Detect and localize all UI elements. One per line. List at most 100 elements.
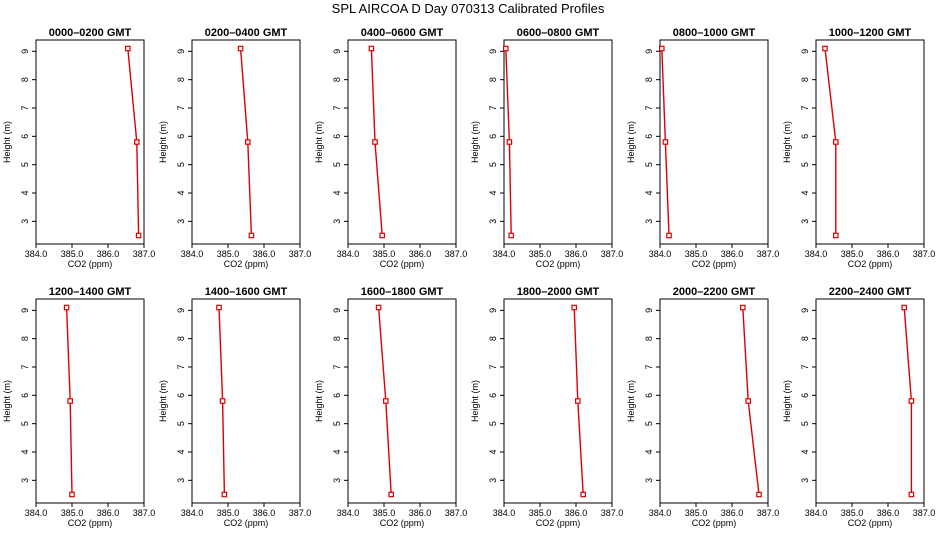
y-tick-label: 8	[644, 77, 654, 82]
y-axis-label: Height (m)	[782, 121, 792, 163]
y-tick-label: 4	[20, 190, 30, 195]
data-point	[368, 45, 375, 52]
y-tick-label: 6	[332, 134, 342, 139]
y-tick-label: 7	[332, 105, 342, 110]
y-tick-label: 9	[800, 308, 810, 313]
panel-title: 1000–1200 GMT	[829, 27, 912, 39]
y-tick-label: 8	[176, 77, 186, 82]
profile-panel: 1000–1200 GMT 384.0 385.0 386.0 387.0 CO2 (pp…	[782, 27, 935, 269]
plot-frame	[503, 39, 613, 245]
data-point	[580, 491, 587, 498]
x-tick-label: 384.0	[493, 249, 516, 259]
x-tick-label: 386.0	[97, 249, 120, 259]
x-tick-label: 387.0	[757, 249, 780, 259]
y-tick-label: 9	[644, 308, 654, 313]
x-tick-label: 386.0	[721, 249, 744, 259]
y-tick-label: 6	[644, 134, 654, 139]
y-tick-label: 3	[332, 478, 342, 483]
profile-panel: 0600–0800 GMT 384.0 385.0 386.0 387.0 CO2 (pp…	[470, 27, 623, 269]
x-tick-label: 387.0	[913, 249, 936, 259]
x-axis-label: CO2 (ppm)	[536, 518, 581, 528]
y-tick-label: 7	[488, 105, 498, 110]
x-tick-label: 384.0	[649, 508, 672, 518]
y-tick-label: 3	[800, 219, 810, 224]
x-tick-label: 384.0	[181, 508, 204, 518]
y-tick-label: 9	[20, 49, 30, 54]
y-tick-label: 3	[176, 219, 186, 224]
x-axis-label: CO2 (ppm)	[68, 518, 113, 528]
panel-title: 1200–1400 GMT	[49, 286, 132, 298]
y-tick-label: 4	[332, 449, 342, 454]
data-point	[832, 232, 839, 239]
y-axis-label: Height (m)	[626, 121, 636, 163]
data-point	[63, 304, 70, 311]
y-tick-label: 9	[332, 49, 342, 54]
y-tick-label: 5	[644, 421, 654, 426]
y-tick-label: 7	[800, 364, 810, 369]
y-tick-label: 3	[644, 219, 654, 224]
y-tick-label: 3	[488, 478, 498, 483]
x-axis-label: CO2 (ppm)	[692, 518, 737, 528]
x-axis-label: CO2 (ppm)	[224, 518, 269, 528]
data-point	[908, 491, 915, 498]
profile-panel: 1600–1800 GMT 384.0 385.0 386.0 387.0 CO2 (pp…	[314, 286, 467, 528]
panel-title: 1600–1800 GMT	[361, 286, 444, 298]
y-tick-label: 4	[176, 190, 186, 195]
x-axis-label: CO2 (ppm)	[692, 259, 737, 269]
data-point	[383, 398, 389, 404]
panel-title: 0000–0200 GMT	[49, 27, 132, 39]
profile-panel: 2200–2400 GMT 384.0 385.0 386.0 387.0 CO2 (pp…	[782, 286, 935, 528]
y-tick-label: 5	[800, 421, 810, 426]
profile-panel: 1400–1600 GMT 384.0 385.0 386.0 387.0 CO2 (pp…	[158, 286, 311, 528]
y-tick-label: 5	[644, 162, 654, 167]
y-tick-label: 9	[176, 308, 186, 313]
x-tick-label: 384.0	[25, 249, 48, 259]
y-tick-label: 7	[20, 105, 30, 110]
x-tick-label: 387.0	[289, 508, 312, 518]
y-tick-label: 3	[488, 219, 498, 224]
data-point	[135, 232, 142, 239]
x-tick-label: 386.0	[253, 249, 276, 259]
data-point	[237, 45, 244, 52]
y-tick-label: 4	[488, 449, 498, 454]
profile-panel: 0400–0600 GMT 384.0 385.0 386.0 387.0 CO2 (pp…	[314, 27, 467, 269]
y-tick-label: 8	[800, 336, 810, 341]
y-tick-label: 9	[800, 49, 810, 54]
y-tick-label: 7	[332, 364, 342, 369]
data-point	[219, 398, 226, 404]
x-tick-label: 385.0	[685, 508, 708, 518]
x-axis-label: CO2 (ppm)	[536, 259, 581, 269]
data-point	[508, 232, 515, 239]
y-tick-label: 5	[20, 162, 30, 167]
x-tick-label: 386.0	[97, 508, 120, 518]
data-point	[124, 45, 131, 52]
x-tick-label: 385.0	[529, 508, 552, 518]
y-axis-label: Height (m)	[470, 380, 480, 422]
x-tick-label: 384.0	[181, 249, 204, 259]
x-tick-label: 385.0	[373, 508, 396, 518]
data-point	[658, 45, 665, 52]
y-tick-label: 4	[176, 449, 186, 454]
y-axis-label: Height (m)	[2, 380, 12, 422]
y-tick-label: 5	[488, 162, 498, 167]
y-tick-label: 4	[800, 190, 810, 195]
y-axis-label: Height (m)	[626, 380, 636, 422]
x-tick-label: 386.0	[877, 249, 900, 259]
plot-frame	[659, 298, 769, 504]
panel-title: 0400–0600 GMT	[361, 27, 444, 39]
y-tick-label: 4	[644, 190, 654, 195]
data-point	[666, 232, 672, 239]
y-axis-label: Height (m)	[314, 121, 324, 163]
y-tick-label: 6	[176, 134, 186, 139]
x-axis-label: CO2 (ppm)	[848, 259, 893, 269]
profile-panel: 1200–1400 GMT 384.0 385.0 386.0 387.0 CO2 (pp…	[2, 286, 155, 528]
data-point	[662, 139, 669, 145]
y-tick-label: 6	[176, 393, 186, 398]
data-point	[745, 398, 752, 404]
data-point	[822, 45, 828, 52]
data-point	[69, 491, 75, 498]
y-axis-label: Height (m)	[158, 380, 168, 422]
y-tick-label: 8	[800, 77, 810, 82]
profile-panel: 2000–2200 GMT 384.0 385.0 386.0 387.0 CO2 (pp…	[626, 286, 779, 528]
